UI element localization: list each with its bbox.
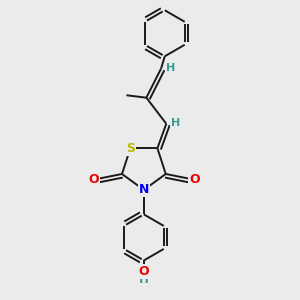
Text: H: H [166, 63, 175, 73]
Text: O: O [138, 265, 148, 278]
Text: H: H [139, 273, 149, 286]
Text: O: O [189, 173, 200, 186]
Text: N: N [139, 183, 149, 196]
Text: H: H [171, 118, 180, 128]
Text: S: S [126, 142, 135, 155]
Text: O: O [88, 173, 99, 186]
